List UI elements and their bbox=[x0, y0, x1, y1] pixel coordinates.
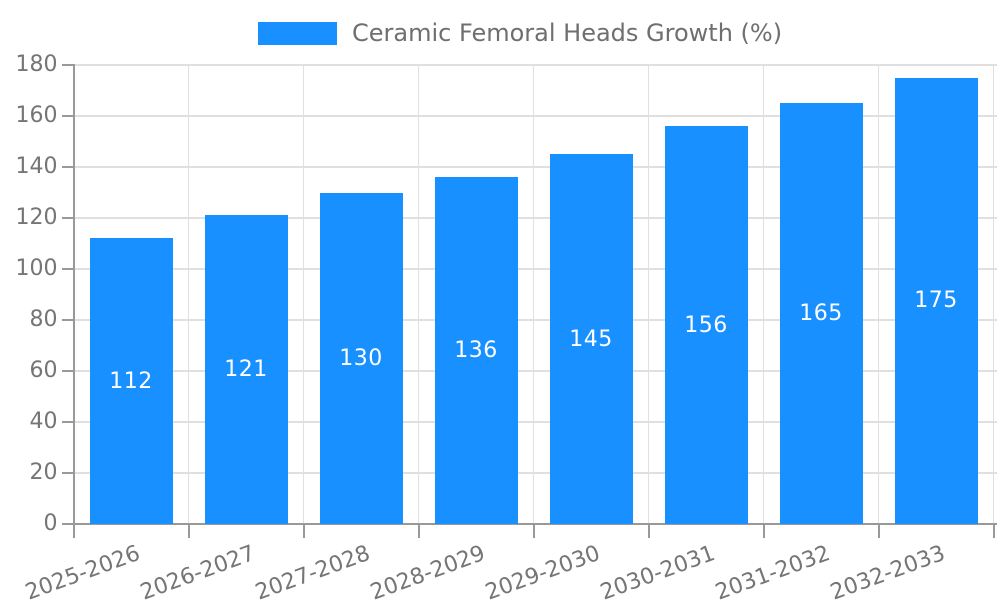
bar[interactable]: 156 bbox=[664, 126, 748, 524]
y-axis-tick bbox=[61, 421, 74, 423]
x-tick-label: 2026-2027 bbox=[137, 541, 259, 606]
gridline-vertical bbox=[992, 65, 995, 524]
x-tick-label: 2029-2030 bbox=[482, 541, 604, 606]
x-tick-label: 2030-2031 bbox=[597, 541, 719, 606]
x-axis-tick bbox=[187, 524, 190, 538]
x-tick-label: 2025-2026 bbox=[22, 541, 144, 606]
y-axis-tick bbox=[61, 64, 74, 66]
gridline-horizontal bbox=[73, 217, 997, 219]
y-tick-label: 80 bbox=[29, 307, 58, 332]
gridline-vertical bbox=[532, 65, 535, 524]
bar-value-label: 130 bbox=[339, 345, 383, 371]
y-axis-tick bbox=[61, 319, 74, 321]
gridline-vertical bbox=[187, 65, 190, 524]
bar-value-label: 112 bbox=[109, 368, 153, 394]
y-tick-label: 180 bbox=[15, 52, 58, 77]
x-tick-label: 2027-2028 bbox=[252, 541, 374, 606]
x-tick-label: 2028-2029 bbox=[367, 541, 489, 606]
y-axis-line bbox=[72, 64, 75, 524]
y-tick-label: 0 bbox=[43, 511, 58, 536]
gridline-horizontal bbox=[73, 115, 997, 117]
legend-swatch[interactable] bbox=[258, 21, 337, 45]
gridline-vertical bbox=[302, 65, 305, 524]
y-axis-tick bbox=[61, 370, 74, 372]
legend[interactable]: Ceramic Femoral Heads Growth (%) bbox=[258, 19, 782, 47]
bar[interactable]: 136 bbox=[434, 177, 518, 524]
bar[interactable]: 175 bbox=[894, 77, 978, 524]
y-axis-tick bbox=[61, 523, 74, 525]
x-axis-line bbox=[72, 523, 997, 525]
bar[interactable]: 112 bbox=[89, 238, 173, 524]
gridline-horizontal bbox=[73, 166, 997, 168]
bar-value-label: 156 bbox=[684, 312, 728, 338]
bar-value-label: 136 bbox=[454, 338, 498, 364]
gridline-horizontal bbox=[73, 319, 997, 321]
x-axis-tick bbox=[72, 524, 75, 538]
gridline-horizontal bbox=[73, 268, 997, 270]
gridline-vertical bbox=[762, 65, 765, 524]
bar-value-label: 175 bbox=[914, 288, 958, 314]
y-axis-tick bbox=[61, 268, 74, 270]
y-tick-label: 140 bbox=[15, 154, 58, 179]
y-tick-label: 40 bbox=[29, 409, 58, 434]
gridline-horizontal bbox=[73, 421, 997, 423]
y-tick-label: 100 bbox=[15, 256, 58, 281]
x-axis-tick bbox=[417, 524, 420, 538]
bar-value-label: 121 bbox=[224, 357, 268, 383]
gridline-horizontal bbox=[73, 64, 997, 66]
legend-label[interactable]: Ceramic Femoral Heads Growth (%) bbox=[352, 19, 783, 47]
x-tick-label: 2031-2032 bbox=[712, 541, 834, 606]
gridline-horizontal bbox=[73, 370, 997, 372]
gridline-vertical bbox=[417, 65, 420, 524]
bar-value-label: 145 bbox=[569, 326, 613, 352]
x-axis-tick bbox=[992, 524, 995, 538]
x-tick-label: 2032-2033 bbox=[827, 541, 949, 606]
y-tick-label: 160 bbox=[15, 103, 58, 128]
bar[interactable]: 130 bbox=[319, 192, 403, 524]
y-axis-tick bbox=[61, 472, 74, 474]
bar-value-label: 165 bbox=[799, 301, 843, 327]
y-tick-label: 20 bbox=[29, 460, 58, 485]
y-axis-tick bbox=[61, 166, 74, 168]
x-axis-tick bbox=[877, 524, 880, 538]
bar[interactable]: 121 bbox=[204, 215, 288, 524]
x-axis-tick bbox=[762, 524, 765, 538]
y-tick-label: 60 bbox=[29, 358, 58, 383]
gridline-vertical bbox=[877, 65, 880, 524]
bar[interactable]: 165 bbox=[779, 103, 863, 524]
x-axis-tick bbox=[647, 524, 650, 538]
gridline-horizontal bbox=[73, 472, 997, 474]
x-axis-tick bbox=[532, 524, 535, 538]
y-axis-tick bbox=[61, 115, 74, 117]
y-axis-tick bbox=[61, 217, 74, 219]
gridline-vertical bbox=[647, 65, 650, 524]
y-tick-label: 120 bbox=[15, 205, 58, 230]
x-axis-tick bbox=[302, 524, 305, 538]
bar[interactable]: 145 bbox=[549, 154, 633, 524]
